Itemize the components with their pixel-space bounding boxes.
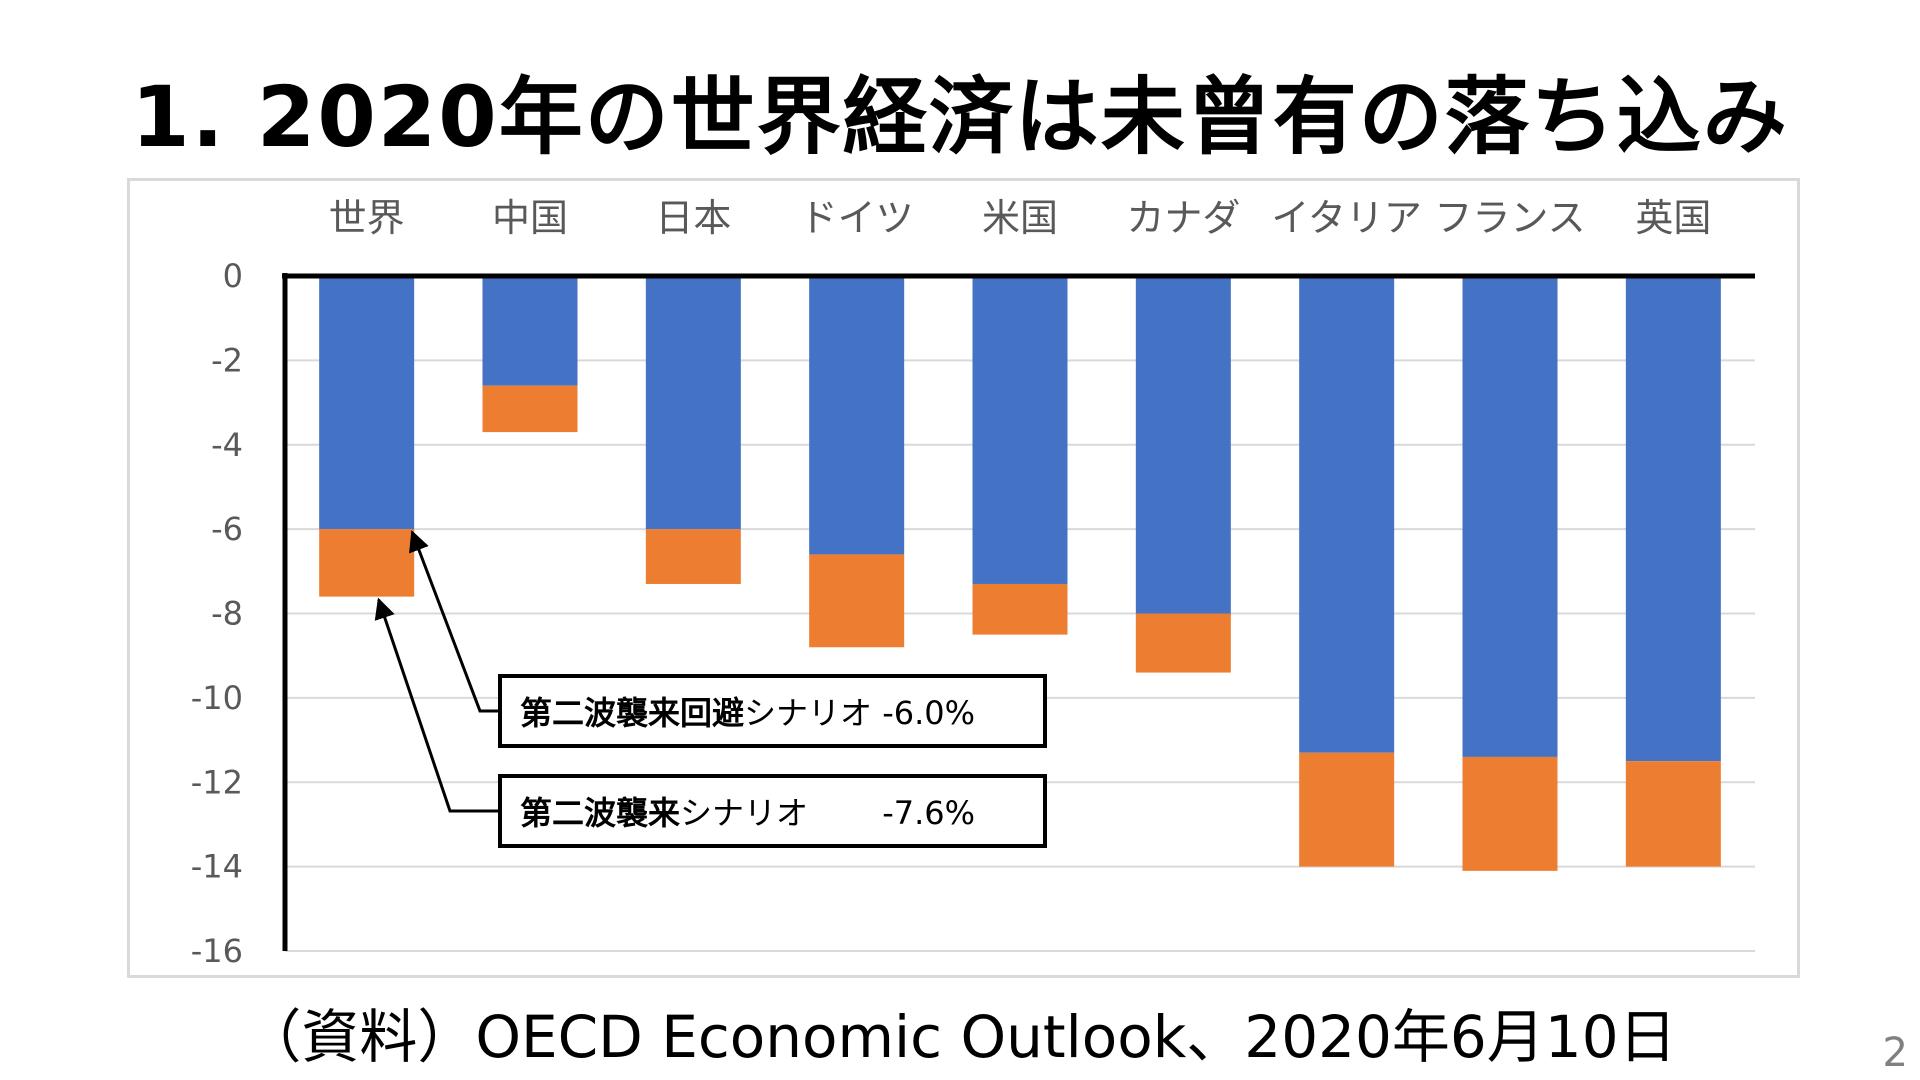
bar-series1 [1135,276,1231,614]
category-label: 中国 [492,196,568,240]
category-label: 世界 [329,196,405,240]
bar-series1 [645,276,741,530]
category-label: 英国 [1635,196,1711,240]
bar-series1 [809,276,905,555]
y-tick-label: -16 [191,932,243,970]
annotation-label: 第二波襲来シナリオ -7.6% [520,794,975,832]
bar-series2 [972,583,1068,635]
bar-series2 [1625,761,1721,867]
category-label: 米国 [982,196,1058,240]
category-label: カナダ [1126,196,1240,240]
bar-series1 [972,276,1068,584]
source-note: （資料）OECD Economic Outlook、2020年6月10日 [243,1003,1677,1071]
bar-series2 [1462,756,1558,871]
y-tick-label: -6 [211,510,243,548]
stacked-bar-chart: 0 -2 -4 -6 -8 -10 -12 -14 -16 世界 中国 日本 ドイツ 米国 カナダ イタリアフ… [191,196,1755,970]
bar-series1 [1299,276,1395,753]
bar-series1 [482,276,578,386]
bar-series1 [319,276,415,530]
y-tick-label: -12 [191,763,243,801]
y-tick-label: -4 [211,426,243,464]
y-tick-label: -14 [191,848,243,886]
category-label: イタリア [1271,196,1421,240]
y-tick-label: -8 [211,595,243,633]
category-label: 日本 [655,196,731,240]
bar-series2 [645,529,741,584]
annotation-arrow [374,597,500,813]
bar-series2 [319,529,415,597]
y-tick-label: -2 [211,341,243,379]
annotation-label: 第二波襲来回避シナリオ -6.0% [520,694,975,732]
bar-series2 [1135,613,1231,673]
annotation-box [498,674,1047,748]
annotation-arrow [409,530,500,713]
category-label: ドイツ [800,196,914,240]
y-tick-label: -10 [191,679,243,717]
bar-series2 [482,385,578,433]
page-number: 2 [1882,1030,1908,1076]
category-label: フランス [1434,196,1585,240]
page-title: 1. 2020年の世界経済は未曾有の落ち込み [131,68,1789,166]
bar-series1 [1462,276,1558,757]
bar-series2 [1299,752,1395,867]
bar-series1 [1625,276,1721,762]
bar-series2 [809,554,905,648]
chart-area: 0 -2 -4 -6 -8 -10 -12 -14 -16 世界 中国 日本 ドイツ 米国 カナダ イタリアフ… [127,178,1800,978]
y-tick-label: 0 [223,257,243,295]
